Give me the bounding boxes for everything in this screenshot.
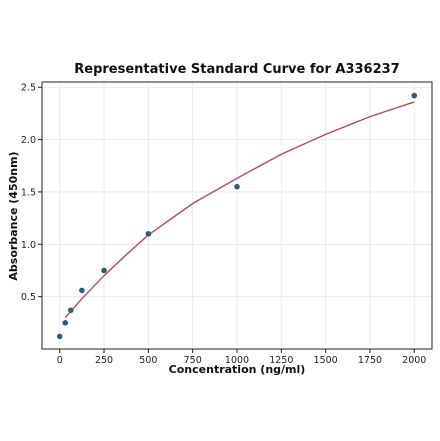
y-tick-label: 0.5 — [21, 292, 36, 303]
x-tick-label: 1000 — [225, 355, 249, 366]
x-tick-label: 1500 — [314, 355, 338, 366]
grid-layer — [42, 82, 432, 349]
data-point — [145, 231, 152, 237]
data-point — [101, 267, 107, 274]
x-tick-label: 0 — [57, 355, 63, 366]
x-tick-label: 1750 — [358, 355, 382, 366]
data-point — [79, 287, 85, 294]
x-tick-label: 2000 — [402, 355, 426, 366]
y-tick-label: 1.5 — [21, 187, 36, 198]
points-layer — [56, 92, 418, 340]
data-point — [234, 183, 240, 190]
chart-title: Representative Standard Curve for A33623… — [74, 62, 399, 77]
y-tick-label: 1.0 — [21, 240, 36, 251]
x-tick-label: 750 — [184, 355, 202, 366]
y-axis-label: Absorbance (450nm) — [7, 151, 20, 280]
curve-layer — [64, 101, 415, 319]
x-axis-ticks: 0 250 500 750 1000 1250 1500 1750 2000 — [57, 349, 426, 366]
x-axis-label: Concentration (ng/ml) — [169, 363, 306, 376]
data-point — [56, 333, 63, 340]
y-tick-label: 2.0 — [21, 135, 36, 146]
x-tick-label: 1250 — [269, 355, 293, 366]
data-point — [62, 320, 69, 326]
y-tick-label: 2.5 — [21, 83, 36, 94]
data-point — [68, 307, 74, 314]
fitted-curve-line — [64, 101, 415, 319]
data-point — [411, 92, 418, 99]
x-tick-label: 250 — [95, 355, 113, 366]
y-axis-ticks: 0.5 1.0 1.5 2.0 2.5 — [21, 83, 42, 303]
x-tick-label: 500 — [139, 355, 157, 366]
